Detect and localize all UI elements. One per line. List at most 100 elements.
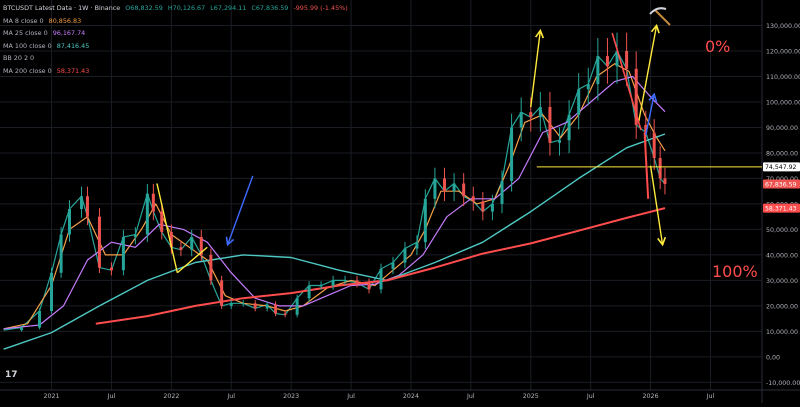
y-tick-label: 80,000.00 [766, 150, 798, 157]
symbol-title[interactable]: BTCUSDT Latest Data · 1W · Binance [3, 4, 121, 12]
candle-body [307, 285, 311, 299]
arrow-shaft-down [649, 165, 664, 245]
candle-body [331, 280, 335, 286]
y-tick-label: 130,000.00 [766, 23, 800, 30]
candle-body [265, 304, 269, 309]
y-tick-label: 40,000.00 [766, 252, 798, 259]
trend-line [176, 246, 208, 274]
candle-body [67, 209, 71, 235]
candle-body [538, 107, 542, 118]
candle-body [179, 247, 183, 250]
candle-body [663, 178, 667, 185]
candle-body [319, 285, 323, 287]
x-tick-label: 2026 [643, 393, 659, 400]
candle-body [59, 234, 63, 273]
drop-line-red [643, 132, 650, 199]
candle-body [97, 216, 101, 268]
label-zero-percent: 0% [705, 37, 730, 56]
legend-ma200[interactable]: MA 200 close 0 58,371.43 [3, 65, 351, 78]
candle-body [452, 183, 456, 192]
price-badge [763, 179, 800, 189]
candle-body [145, 193, 149, 235]
candle-body [20, 327, 24, 331]
price-badge-label: 67,836.59 [765, 181, 797, 188]
candle-body [79, 196, 83, 210]
arrow-head-blue [648, 92, 658, 103]
candle-body [658, 158, 662, 179]
candle-body [403, 248, 407, 263]
candle-body [529, 112, 533, 118]
candle-body [615, 50, 619, 67]
x-tick-label: 2024 [403, 393, 419, 400]
candle-body [343, 280, 347, 282]
candle-body [471, 196, 475, 202]
candle-body [355, 280, 359, 283]
legend-ma8[interactable]: MA 8 close 0 80,856.83 [3, 15, 351, 28]
arrow-head-down [657, 236, 667, 247]
candle-body [415, 242, 419, 249]
y-tick-label: -10,000.00 [766, 380, 800, 387]
candle-body [443, 178, 446, 192]
ohlc-close: C67,836.59 [251, 4, 289, 12]
candle-body [379, 268, 383, 290]
x-tick-label: 2021 [44, 393, 60, 400]
candle-body [283, 313, 287, 315]
ohlc-open: O68,832.59 [125, 4, 163, 12]
arrow-shaft-blue [226, 175, 254, 245]
x-tick-label: 2023 [283, 393, 299, 400]
candle-body [596, 56, 600, 85]
candle-body [160, 211, 164, 232]
x-tick-label: Jul [346, 393, 355, 400]
candle-body [367, 282, 371, 290]
x-tick-label: 2022 [163, 393, 179, 400]
candle-body [644, 124, 648, 133]
candle-body [391, 262, 395, 269]
arrow-head-up [650, 23, 660, 34]
ma200-value: 58,371.43 [56, 66, 90, 75]
candle-body [109, 267, 113, 271]
trend-line [156, 183, 179, 273]
candle-body [634, 68, 638, 125]
price-badge-label: 74,547.92 [765, 164, 797, 171]
candle-body [199, 237, 203, 255]
legend-symbol-row: BTCUSDT Latest Data · 1W · Binance O68,8… [3, 2, 351, 15]
arrow-shaft-up [637, 25, 658, 123]
ohlc-low: L67,294.11 [210, 4, 247, 12]
candle-body [652, 132, 656, 159]
y-tick-label: 30,000.00 [766, 278, 798, 285]
candle-body [625, 50, 629, 69]
x-tick-label: Jul [107, 393, 116, 400]
arrow-shaft-blue [645, 94, 655, 136]
tradingview-logo-icon[interactable]: 17 [5, 370, 18, 380]
candle-body [209, 254, 213, 281]
y-tick-label: 100,000.00 [766, 99, 800, 106]
price-badge [763, 162, 800, 172]
candle-body [548, 107, 552, 143]
pickaxe-icon [654, 9, 671, 26]
y-tick-label: 20,000.00 [766, 303, 798, 310]
drop-line-red [611, 32, 642, 131]
legend-bb[interactable]: BB 20 2 0 [3, 52, 351, 65]
candle-body [151, 193, 155, 212]
ma8-label: MA 8 close 0 [3, 16, 44, 25]
candle-body [567, 114, 571, 141]
legend-ma100[interactable]: MA 100 close 0 87,416.45 [3, 40, 351, 53]
y-tick-label: 50,000.00 [766, 227, 798, 234]
candle-body [190, 237, 194, 250]
label-hundred-percent: 100% [712, 262, 758, 281]
pickaxe-head-icon [649, 7, 667, 15]
y-tick-label: 110,000.00 [766, 74, 800, 81]
ma8-value: 80,856.83 [48, 16, 82, 25]
y-tick-label: 90,000.00 [766, 125, 798, 132]
candle-body [462, 183, 466, 197]
x-tick-label: Jul [706, 393, 715, 400]
candle-body [586, 84, 590, 90]
candle-body [38, 310, 42, 328]
candle-body [85, 196, 89, 217]
series-ma25-line [3, 75, 666, 330]
legend-ma25[interactable]: MA 25 close 0 96,167.74 [3, 27, 351, 40]
price-badge [763, 203, 800, 213]
arrow-shaft-up [530, 30, 542, 108]
